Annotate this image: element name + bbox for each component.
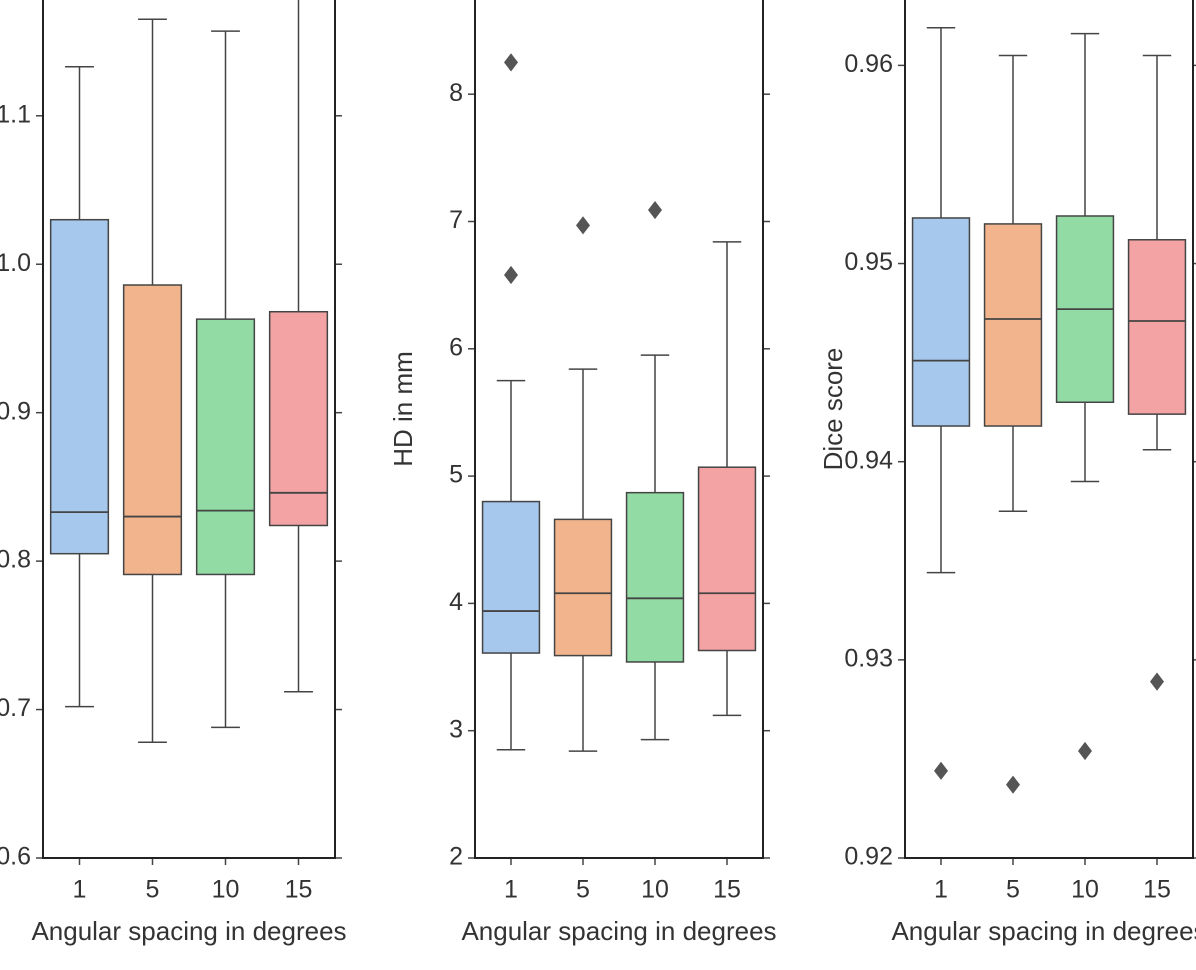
y-tick-label: 7 [449,206,463,234]
y-tick-label: 0.6 [0,843,31,871]
y-tick-label: 8 [449,79,463,107]
x-tick-label: 10 [212,876,240,904]
y-tick-label: 0.7 [0,694,31,722]
box [983,223,1043,427]
x-tick-label: 15 [285,876,313,904]
y-axis-label: Dice score [818,348,848,471]
box [1127,239,1187,415]
outlier [504,265,518,285]
outlier [648,200,662,220]
plot-area [481,53,757,752]
x-tick-label: 10 [1071,876,1099,904]
y-tick-label: 0.8 [0,546,31,574]
frame [904,0,1194,859]
x-axis-label: Angular spacing in degrees [31,916,346,946]
box [553,518,613,657]
y-tick-label: 0.92 [844,843,893,871]
y-tick-label: 2 [449,843,463,871]
y-tick-label: 3 [449,715,463,743]
x-tick-label: 1 [73,876,87,904]
y-tick-label: 0.95 [844,248,893,276]
outlier [576,216,590,235]
x-tick-label: 5 [576,876,590,904]
box [49,218,110,555]
y-tick-label: 0.9 [0,397,31,425]
x-axis-label: Angular spacing in degrees [461,916,776,946]
box [268,310,329,527]
outlier [1078,741,1092,761]
box [122,284,183,576]
plot-area [49,0,329,743]
y-tick-label: 4 [449,588,463,616]
x-axis-label: Angular spacing in degrees [891,916,1196,946]
box [481,500,541,654]
y-tick-label: 1.0 [0,249,31,277]
x-tick-label: 10 [641,876,669,904]
y-tick-label: 6 [449,333,463,361]
plot-area [911,26,1187,794]
x-tick-label: 5 [146,876,160,904]
x-tick-label: 15 [1143,876,1171,904]
box [625,491,685,663]
y-tick-label: 1.1 [0,100,31,128]
y-tick-label: 0.93 [844,644,893,672]
box [195,318,256,576]
frame [474,0,764,859]
y-axis-label: HD in mm [388,351,418,467]
x-tick-label: 1 [934,876,948,904]
frame [42,0,336,859]
outlier [934,761,948,780]
x-tick-label: 15 [713,876,741,904]
outlier [1150,672,1164,691]
outlier [504,53,518,72]
outlier [1006,775,1020,794]
box [911,217,971,427]
y-tick-label: 0.96 [844,50,893,78]
y-tick-label: 5 [449,461,463,489]
x-tick-label: 5 [1006,876,1020,904]
y-tick-label: 0.94 [844,446,893,474]
x-tick-label: 1 [504,876,518,904]
box [697,466,757,652]
